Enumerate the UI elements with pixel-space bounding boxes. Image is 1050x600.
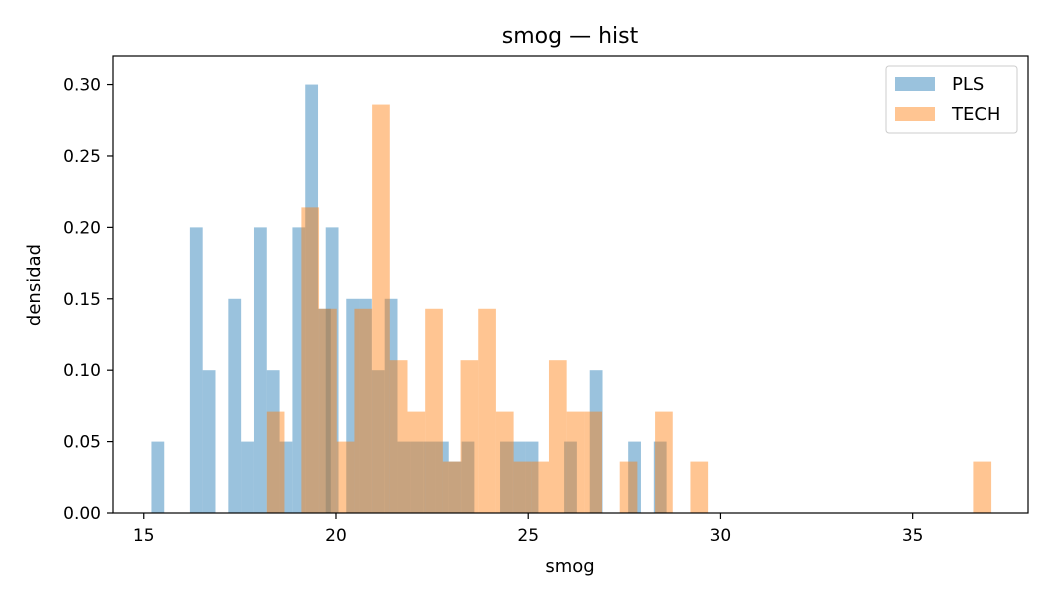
histogram-bar-pls [564,441,577,513]
histogram-bar-pls [628,441,641,513]
histogram-bar-tech [407,411,426,513]
histogram-bar-tech [301,207,320,513]
plot-area-frame [112,55,1029,514]
histogram-bar-tech [372,104,390,513]
y-tick-label: 0.00 [63,504,101,524]
legend-label-pls: PLS [952,74,984,95]
histogram-bar-pls [292,227,306,514]
histogram-bar-pls [512,441,526,513]
histogram-bar-tech [973,461,992,513]
histogram-bar-tech [655,411,673,513]
y-tick-label: 0.15 [63,290,101,310]
y-tick-label: 0.20 [63,218,101,238]
histogram-bar-pls [423,441,436,513]
histogram-bar-tech [266,411,285,513]
histogram-bar-tech [319,308,337,513]
histogram-bar-pls [189,227,203,514]
legend-swatch-tech [895,107,935,121]
legend-label-tech: TECH [951,104,1000,125]
legend: PLS TECH [885,65,1018,134]
histogram-bar-tech [460,360,479,513]
histogram-bar-pls [241,441,254,513]
histogram-bar-pls [202,370,216,513]
histogram-bar-pls [305,84,319,513]
series-pls [151,84,667,514]
histogram-bar-tech [425,308,443,513]
histogram-bar-pls [384,298,398,513]
histogram-bar-tech [690,461,709,513]
histogram-bar-tech [354,308,373,513]
y-tick-label: 0.25 [63,147,101,167]
histogram-bar-tech [566,411,585,513]
y-tick-label: 0.10 [63,361,101,381]
histogram-bar-pls [346,298,360,513]
histogram-bar-tech [531,461,549,513]
x-tick-label: 15 [133,526,155,546]
histogram-bar-tech [442,461,461,513]
y-axis-label: densidad [24,244,45,326]
legend-swatch-pls [895,77,935,91]
y-axis-ticks: 0.00 0.05 0.10 0.15 0.20 0.25 0.30 [63,76,113,524]
bars-layer [151,84,992,514]
x-tick-label: 20 [325,526,347,546]
histogram-bar-tech [619,461,638,513]
x-axis-ticks: 15 20 25 30 35 [133,513,924,546]
histogram-bar-pls [500,441,513,513]
histogram-bar-tech [513,461,532,513]
histogram-bar-pls [525,441,539,513]
histogram-bar-pls [371,370,385,513]
series-tech [266,104,992,513]
histogram-bar-pls [325,227,339,514]
histogram-bar-pls [653,441,667,513]
histogram-bar-pls [359,298,372,513]
x-tick-label: 30 [710,526,732,546]
legend-frame [885,65,1018,134]
histogram-bar-pls [151,441,165,513]
histogram-bar-tech [478,308,496,513]
histogram-bar-tech [548,360,567,513]
chart-title: smog — hist [502,24,639,49]
y-tick-label: 0.05 [63,433,101,453]
histogram-bar-pls [253,227,267,514]
histogram-bar-pls [397,441,411,513]
histogram-bar-pls [435,441,449,513]
x-axis-label: smog [545,556,594,577]
y-tick-label: 0.30 [63,76,101,96]
histogram-bar-tech [495,411,514,513]
x-tick-label: 25 [517,526,539,546]
histogram-bar-pls [410,441,424,513]
histogram-bar-pls [318,308,331,513]
histogram-bar-tech [336,441,355,513]
histogram-bar-pls [461,441,475,513]
histogram-bar-tech [389,360,408,513]
histogram-bar-tech [584,411,603,513]
x-tick-label: 35 [902,526,924,546]
histogram-bar-pls [228,298,242,513]
histogram-bar-pls [589,370,603,513]
histogram-bar-pls [448,461,462,513]
histogram-bar-pls [266,370,280,513]
histogram-bar-pls [279,441,293,513]
